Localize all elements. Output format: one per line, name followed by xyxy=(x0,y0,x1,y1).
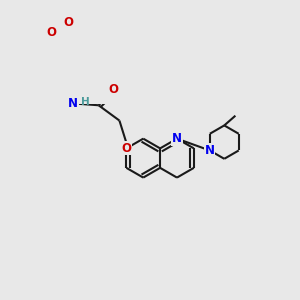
Text: O: O xyxy=(109,83,119,97)
Text: O: O xyxy=(46,26,56,39)
Text: N: N xyxy=(172,132,182,145)
Text: H: H xyxy=(81,97,90,107)
Text: N: N xyxy=(68,98,78,110)
Text: O: O xyxy=(122,142,131,155)
Text: O: O xyxy=(63,16,73,29)
Text: N: N xyxy=(205,144,215,157)
